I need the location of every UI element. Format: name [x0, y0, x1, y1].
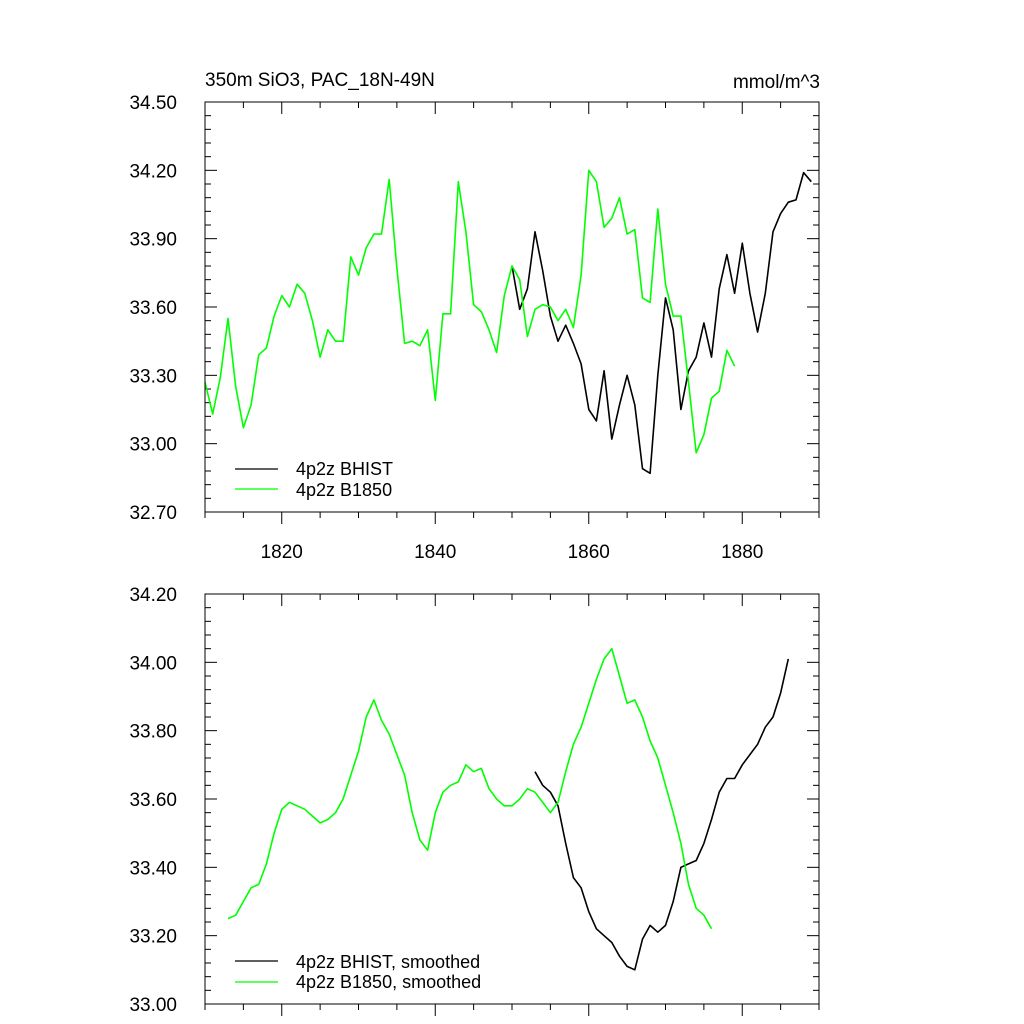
bottom-ytick-label: 34.20 — [129, 585, 177, 606]
bottom-panel: 33.00 33.20 33.40 33.60 33.80 34.00 34.20 4p2z… — [129, 585, 820, 1016]
top-series-line-bhist — [511, 171, 812, 475]
bottom-series-line-bhist — [534, 658, 790, 971]
bottom-ytick-label: 33.80 — [129, 722, 177, 743]
top-plot-frame — [204, 101, 820, 513]
top-ytick-label: 34.20 — [129, 161, 177, 182]
bottom-legend: 4p2z BHIST, smoothed 4p2z B1850, smoothe… — [235, 952, 481, 992]
top-legend: 4p2z BHIST 4p2z B1850 — [235, 459, 393, 500]
top-chart-title: 350m SiO3, PAC_18N-49N — [205, 70, 435, 91]
top-ytick-label: 33.30 — [129, 366, 177, 387]
bottom-ytick-label: 34.00 — [129, 653, 177, 674]
bottom-legend-label-bhist: 4p2z BHIST, smoothed — [296, 952, 480, 972]
bottom-ytick-label: 33.00 — [129, 995, 177, 1016]
bottom-legend-label-b1850: 4p2z B1850, smoothed — [296, 972, 481, 992]
top-chart-units: mmol/m^3 — [733, 72, 820, 93]
top-ytick-label: 33.90 — [129, 230, 177, 251]
bottom-series-line-b1850 — [227, 647, 713, 930]
top-ytick-label: 33.60 — [129, 298, 177, 319]
top-xtick-label: 1840 — [414, 542, 456, 563]
top-panel: 350m SiO3, PAC_18N-49N mmol/m^3 32.70 33.… — [129, 70, 820, 563]
top-legend-label-bhist: 4p2z BHIST — [296, 459, 393, 479]
top-ytick-label: 33.00 — [129, 435, 177, 456]
bottom-ytick-label: 33.60 — [129, 790, 177, 811]
top-series-line-b1850 — [204, 169, 736, 454]
top-xtick-label: 1880 — [721, 542, 763, 563]
bottom-ytick-label: 33.20 — [129, 927, 177, 948]
top-xtick-label: 1820 — [261, 542, 303, 563]
top-ytick-label: 32.70 — [129, 503, 177, 524]
bottom-ytick-label: 33.40 — [129, 858, 177, 879]
top-xtick-label: 1860 — [568, 542, 610, 563]
top-ytick-label: 34.50 — [129, 93, 177, 114]
top-legend-label-b1850: 4p2z B1850 — [296, 480, 392, 500]
bottom-plot-frame — [204, 593, 820, 1005]
